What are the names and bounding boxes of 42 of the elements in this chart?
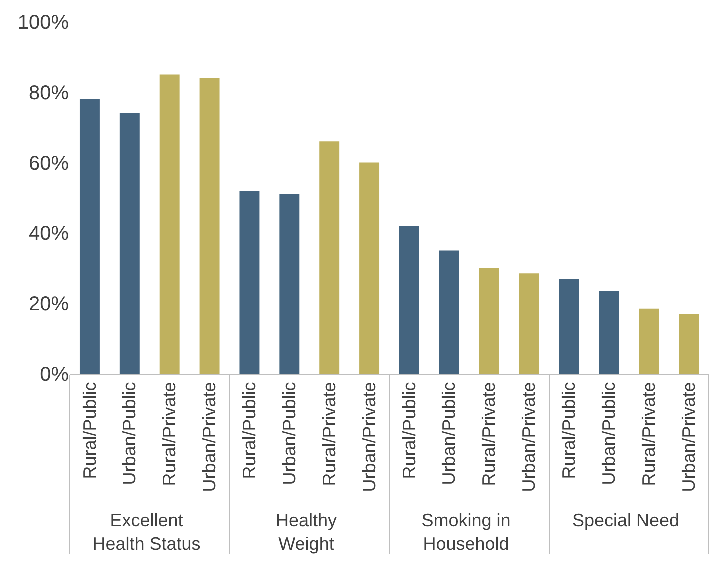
bar [80,99,100,374]
x-tick-label: Rural/Private [319,382,340,486]
x-tick-label: Rural/Private [479,382,500,486]
y-tick-label: 100% [18,12,70,34]
text: Special Need [572,510,680,531]
x-tick-label: Rural/Private [638,382,659,486]
bar [599,291,620,374]
x-tick-label: Urban/Public [280,382,300,486]
x-tick-label: Urban/Public [599,382,620,486]
x-tick-label: Urban/Public [120,382,140,486]
y-tick-label: 80% [28,82,70,104]
y-tick-label: 60% [28,152,70,175]
bar [360,162,380,374]
x-tick-label: Rural/Public [240,382,260,480]
x-tick-label: Urban/Private [519,382,540,492]
x-tick-label: Rural/Public [559,382,580,480]
x-tick-label: Urban/Private [200,382,220,492]
x-tick-label: Rural/Public [399,382,420,480]
bar [679,314,700,374]
bar [519,274,540,374]
bar [399,226,420,374]
x-tick-label: Urban/Private [359,382,380,492]
bar [200,78,220,374]
y-tick-label: 0% [40,364,70,386]
bar [120,114,140,374]
text: Excellent Health Status [92,510,201,554]
x-tick-label: Urban/Private [678,382,699,492]
text: Healthy Weight [276,510,337,554]
y-tick-label: 20% [28,294,70,316]
bar [639,308,660,374]
text: Smoking in Household [422,510,511,554]
bar [479,268,500,374]
bar [280,194,300,374]
y-tick-label: 40% [28,223,70,246]
x-tick-label: Urban/Public [439,382,460,486]
bar [160,74,180,374]
x-tick-label: Rural/Private [160,382,180,486]
bar [559,278,580,374]
bar [320,142,340,374]
x-tick-label: Rural/Public [80,382,100,480]
bar [439,250,460,374]
bar [240,190,260,374]
